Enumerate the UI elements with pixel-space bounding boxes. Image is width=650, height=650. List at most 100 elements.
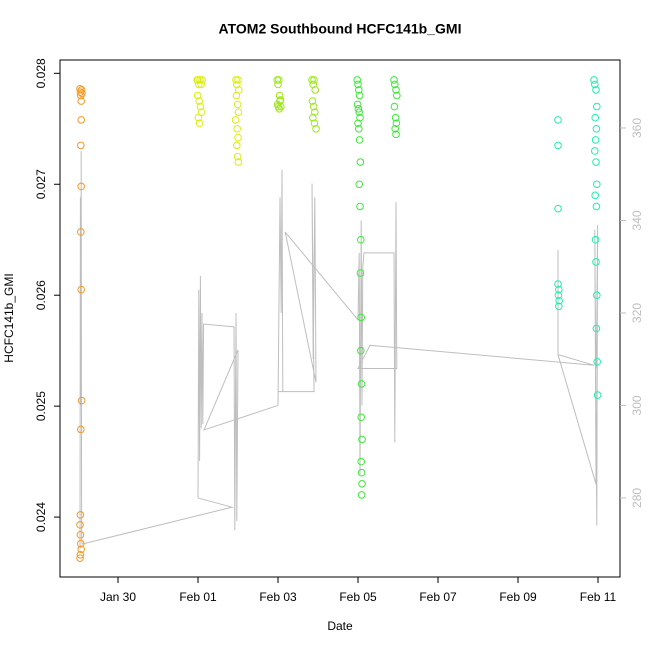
data-point xyxy=(277,102,285,111)
data-point xyxy=(233,124,241,133)
data-point xyxy=(311,86,320,94)
data-point xyxy=(233,100,242,109)
data-point xyxy=(592,158,600,166)
data-point xyxy=(309,113,317,122)
data-point xyxy=(195,97,203,105)
data-point xyxy=(593,357,602,366)
data-point xyxy=(76,551,85,559)
data-point xyxy=(78,89,86,98)
data-point xyxy=(77,285,85,294)
data-point xyxy=(355,124,363,133)
data-point xyxy=(554,204,562,213)
data-point xyxy=(355,86,363,94)
data-point xyxy=(592,86,600,94)
y-tick-label: 0.028 xyxy=(34,58,48,88)
data-point xyxy=(358,435,366,444)
data-point xyxy=(275,105,284,113)
data-point xyxy=(554,141,562,150)
data-point xyxy=(76,554,84,562)
data-point xyxy=(357,235,365,244)
data-point xyxy=(353,100,362,109)
y-tick-label: 0.026 xyxy=(34,280,48,310)
x-axis-label: Date xyxy=(327,619,353,633)
data-point xyxy=(391,113,400,122)
data-point xyxy=(310,76,318,84)
data-point xyxy=(354,119,362,128)
data-point xyxy=(555,296,564,305)
data-point xyxy=(197,80,205,89)
data-point xyxy=(353,76,362,84)
data-point xyxy=(234,76,242,84)
data-point xyxy=(354,105,363,113)
data-point xyxy=(198,76,206,84)
data-point xyxy=(392,119,401,128)
data-point xyxy=(234,133,242,142)
data-point xyxy=(593,391,602,399)
data-point xyxy=(276,97,284,105)
data-point xyxy=(309,102,318,111)
data-point xyxy=(390,76,398,84)
data-point xyxy=(391,124,400,133)
y-tick-label: 0.024 xyxy=(34,502,48,532)
data-point xyxy=(355,91,364,100)
data-point xyxy=(77,545,85,554)
data-point xyxy=(393,91,401,100)
data-point xyxy=(358,480,366,488)
data-point xyxy=(357,491,366,499)
data-point xyxy=(593,291,601,300)
y2-tick-label: 340 xyxy=(630,210,644,230)
data-point xyxy=(77,228,85,236)
data-point xyxy=(357,380,366,388)
data-point xyxy=(555,285,563,294)
data-point xyxy=(357,468,366,477)
data-point xyxy=(194,113,203,122)
data-point xyxy=(308,97,317,105)
x-tick-label: Feb 01 xyxy=(179,590,217,604)
x-tick-label: Jan 30 xyxy=(100,590,136,604)
data-point xyxy=(554,280,562,288)
y2-tick-label: 320 xyxy=(630,303,644,323)
data-point xyxy=(234,158,243,166)
data-point xyxy=(76,531,85,539)
data-point xyxy=(233,141,241,150)
data-point xyxy=(196,76,204,84)
x-tick-label: Feb 07 xyxy=(419,590,457,604)
data-point xyxy=(195,119,204,128)
data-point xyxy=(591,113,600,122)
data-point xyxy=(77,425,85,434)
data-point xyxy=(591,80,599,89)
x-tick-label: Feb 05 xyxy=(339,590,377,604)
data-point xyxy=(196,102,205,111)
data-point xyxy=(275,76,283,84)
data-point xyxy=(593,102,601,111)
data-point xyxy=(308,76,316,84)
data-point xyxy=(355,136,364,144)
data-point xyxy=(590,76,598,84)
data-point xyxy=(275,91,284,100)
data-point xyxy=(391,80,399,89)
data-point xyxy=(357,346,365,355)
data-point xyxy=(392,86,400,94)
data-point xyxy=(591,147,599,155)
plot-box xyxy=(59,59,621,578)
data-point xyxy=(77,396,86,405)
data-point xyxy=(77,539,85,548)
data-point xyxy=(593,180,601,189)
chart-title: ATOM2 Southbound HCFC141b_GMI xyxy=(219,21,462,37)
data-point xyxy=(357,313,366,322)
data-point xyxy=(312,124,320,133)
data-point xyxy=(274,80,282,89)
y2-tick-label: 280 xyxy=(630,488,644,508)
y2-tick-label: 300 xyxy=(630,395,644,415)
y-tick-label: 0.025 xyxy=(34,391,48,421)
data-point xyxy=(392,130,400,139)
data-point xyxy=(77,141,85,150)
data-point xyxy=(77,86,86,94)
x-tick-label: Feb 03 xyxy=(259,590,297,604)
data-point xyxy=(197,108,206,116)
data-point xyxy=(554,116,562,124)
data-point xyxy=(193,91,202,100)
data-point xyxy=(310,119,319,128)
data-point xyxy=(355,180,364,189)
